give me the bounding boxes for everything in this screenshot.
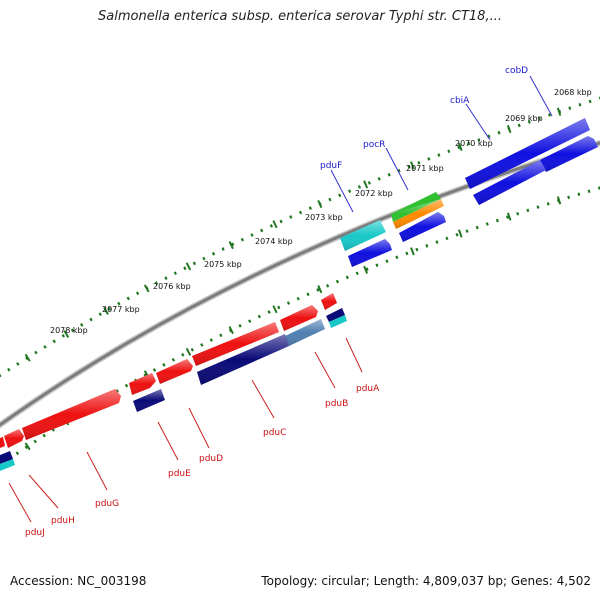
topology-label: Topology: circular; Length: 4,809,037 bp… xyxy=(261,574,591,588)
gene-label-cbiA[interactable]: cbiA xyxy=(450,96,470,106)
gene-pduD-arrow[interactable] xyxy=(156,322,279,384)
scale-major-tick xyxy=(363,180,369,189)
gene-pduC-arrow[interactable] xyxy=(197,334,289,385)
scale-label: 2075 kbp xyxy=(204,260,242,269)
scale-major-tick xyxy=(185,262,192,271)
gene-label-pduA[interactable]: pduA xyxy=(356,384,380,394)
gene-label-pduF[interactable]: pduF xyxy=(320,161,342,171)
genome-title: Salmonella enterica subsp. enterica sero… xyxy=(98,9,502,24)
scale-major-tick xyxy=(272,220,278,229)
scale-major-ticks xyxy=(24,107,562,451)
inner-scale-ring xyxy=(0,186,600,467)
gene-label-pocR[interactable]: pocR xyxy=(363,140,385,150)
scale-major-tick xyxy=(272,305,278,314)
scale-major-tick xyxy=(556,107,562,116)
scale-label: 2069 kbp xyxy=(505,114,543,123)
scale-major-tick xyxy=(317,199,323,209)
gene-label-pduH[interactable]: pduH xyxy=(51,516,75,526)
gene-label-pduB[interactable]: pduB xyxy=(325,399,348,409)
scale-label: 2077 kbp xyxy=(102,305,140,314)
forward-leader-lines xyxy=(330,75,553,213)
scale-major-tick xyxy=(103,306,109,315)
scale-label: 2076 kbp xyxy=(153,282,191,291)
scale-major-tick xyxy=(410,161,415,170)
forward-gene-labels: cobD cbiA pocR pduF xyxy=(320,66,528,171)
scale-major-tick xyxy=(317,285,323,294)
reverse-gene-labels: pduA pduB pduC pduD pduE pduG pduH pduJ xyxy=(25,384,380,538)
gene-label-pduE[interactable]: pduE xyxy=(168,469,191,479)
scale-major-tick xyxy=(458,229,463,238)
scale-major-tick xyxy=(556,196,562,205)
gene-label-pduC[interactable]: pduC xyxy=(263,428,286,438)
gene-label-pduJ[interactable]: pduJ xyxy=(25,528,45,538)
scale-label: 2073 kbp xyxy=(305,213,343,222)
forward-genes xyxy=(340,118,598,267)
gene-cobD-arrow[interactable] xyxy=(465,118,590,189)
gene-pduF-arrow[interactable] xyxy=(340,220,392,267)
reverse-leader-lines xyxy=(8,337,363,523)
gene-label-pduD[interactable]: pduD xyxy=(199,454,223,464)
scale-label: 2068 kbp xyxy=(554,88,592,97)
gene-pduA-arrow[interactable] xyxy=(321,293,347,328)
scale-major-tick xyxy=(228,241,234,250)
scale-major-tick xyxy=(457,142,463,151)
scale-label: 2078 kbp xyxy=(50,326,88,335)
scale-major-tick xyxy=(506,124,512,134)
scale-major-tick xyxy=(63,330,70,338)
scale-major-tick xyxy=(363,265,369,274)
scale-major-tick xyxy=(24,353,31,362)
scale-label: 2072 kbp xyxy=(355,189,393,198)
scale-major-tick xyxy=(185,347,192,356)
gene-pocR-arrow[interactable] xyxy=(391,192,446,242)
scale-major-tick xyxy=(506,212,512,221)
gene-label-pduG[interactable]: pduG xyxy=(95,499,119,509)
scale-label: 2071 kbp xyxy=(406,164,444,173)
scale-major-tick xyxy=(410,247,415,256)
gene-pduJ-arrow[interactable] xyxy=(0,437,15,471)
gene-pduH-arrow[interactable] xyxy=(4,429,24,448)
scale-label: 2070 kbp xyxy=(455,139,493,148)
gene-pduB-arrow[interactable] xyxy=(280,305,325,346)
gene-cbiA-arrow[interactable] xyxy=(473,136,598,205)
scale-labels: 2068 kbp 2069 kbp 2070 kbp 2071 kbp 2072… xyxy=(50,88,592,335)
gene-pduG-arrow[interactable] xyxy=(22,389,121,440)
gene-label-cobD[interactable]: cobD xyxy=(505,66,528,76)
scale-major-tick xyxy=(24,442,31,451)
accession-label: Accession: NC_003198 xyxy=(10,574,147,588)
scale-major-tick xyxy=(143,284,150,293)
scale-major-tick xyxy=(228,326,234,335)
genome-backbone xyxy=(0,139,600,429)
reverse-genes xyxy=(0,293,347,471)
gene-pduE-arrow[interactable] xyxy=(129,373,165,412)
scale-label: 2074 kbp xyxy=(255,237,293,246)
